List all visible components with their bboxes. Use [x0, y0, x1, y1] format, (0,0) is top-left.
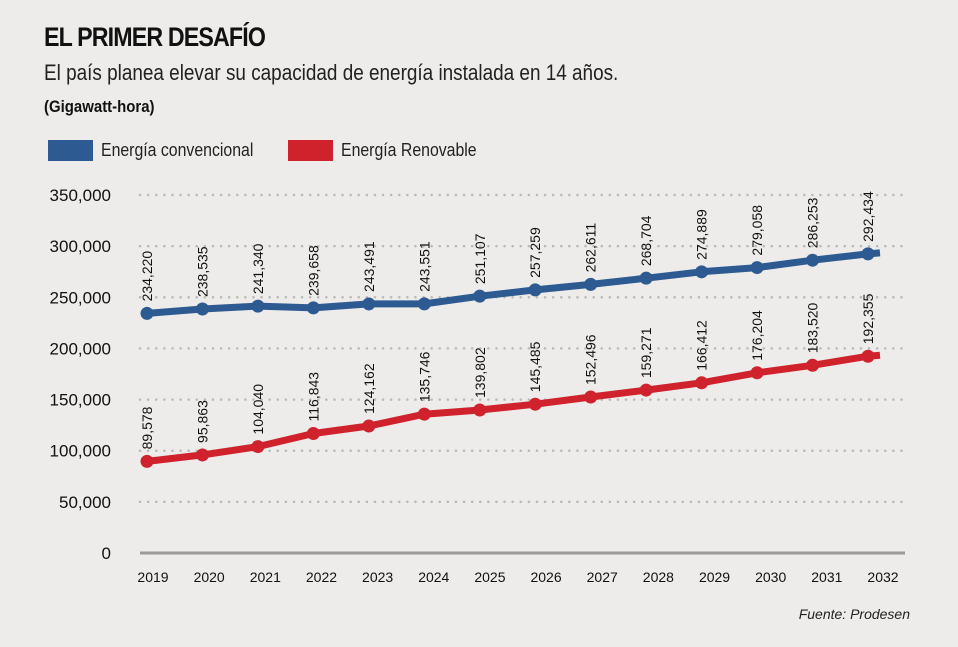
data-label: 139,802	[472, 347, 488, 398]
data-label: 238,535	[194, 246, 210, 297]
data-label: 251,107	[472, 233, 488, 284]
data-point	[806, 358, 820, 372]
x-tick-label: 2025	[474, 569, 505, 585]
data-label: 124,162	[361, 363, 377, 414]
data-point	[473, 289, 487, 303]
data-point	[528, 397, 542, 411]
data-point	[861, 247, 875, 261]
data-label: 95,863	[194, 400, 210, 443]
data-label: 243,491	[361, 241, 377, 292]
chart-title: EL PRIMER DESAFÍO	[44, 22, 266, 52]
x-tick-label: 2024	[418, 569, 449, 585]
y-tick-label: 100,000	[50, 442, 111, 461]
data-label: 279,058	[749, 205, 765, 256]
data-point	[750, 366, 764, 380]
y-tick-label: 150,000	[50, 391, 111, 410]
data-label: 159,271	[638, 327, 654, 378]
data-point	[417, 297, 431, 311]
data-point	[251, 299, 265, 313]
data-point	[695, 265, 709, 279]
x-tick-label: 2026	[530, 569, 561, 585]
data-point	[306, 301, 320, 315]
data-label: 234,220	[139, 251, 155, 302]
legend-swatch-conventional	[48, 140, 93, 161]
x-tick-label: 2022	[306, 569, 337, 585]
x-tick-label: 2023	[362, 569, 393, 585]
data-label: 89,578	[139, 406, 155, 449]
data-point	[806, 253, 820, 267]
data-label: 152,496	[583, 334, 599, 385]
y-tick-label: 0	[102, 544, 111, 563]
data-label: 286,253	[805, 197, 821, 248]
data-label: 192,355	[860, 293, 876, 344]
data-label: 104,040	[250, 384, 266, 435]
legend-label-conventional: Energía convencional	[101, 140, 254, 160]
source-note: Fuente: Prodesen	[798, 606, 910, 622]
data-label: 274,889	[694, 209, 710, 260]
legend-item-conventional: Energía convencional	[48, 140, 274, 161]
x-tick-label: 2027	[587, 569, 618, 585]
x-tick-label: 2032	[867, 569, 898, 585]
data-point	[195, 302, 209, 316]
data-label: 292,434	[860, 191, 876, 242]
data-point	[528, 283, 542, 297]
y-tick-label: 300,000	[50, 237, 111, 256]
x-tick-label: 2029	[699, 569, 730, 585]
data-point	[750, 261, 764, 275]
data-point	[695, 376, 709, 390]
chart-subtitle: El país planea elevar su capacidad de en…	[44, 60, 619, 85]
data-point	[861, 349, 875, 363]
data-label: 262,611	[583, 223, 599, 273]
data-point	[140, 306, 154, 320]
data-point	[306, 426, 320, 440]
data-point	[639, 271, 653, 285]
x-tick-label: 2030	[755, 569, 786, 585]
data-label: 239,658	[305, 245, 321, 296]
data-point	[362, 419, 376, 433]
y-tick-label: 350,000	[50, 186, 111, 205]
data-point	[251, 440, 265, 454]
data-point	[639, 383, 653, 397]
data-point	[362, 297, 376, 311]
units-label: (Gigawatt-hora)	[44, 97, 155, 116]
data-label: 257,259	[527, 227, 543, 278]
data-label: 183,520	[805, 302, 821, 353]
y-tick-label: 250,000	[50, 288, 111, 307]
data-label: 135,746	[416, 351, 432, 402]
data-label: 166,412	[694, 320, 710, 371]
data-label: 241,340	[250, 243, 266, 294]
y-tick-label: 50,000	[59, 493, 111, 512]
legend-swatch-renewable	[288, 140, 333, 161]
data-label: 116,843	[305, 372, 321, 422]
data-point	[417, 407, 431, 421]
legend-label-renewable: Energía Renovable	[341, 140, 477, 160]
x-tick-label: 2031	[811, 569, 842, 585]
data-point	[584, 277, 598, 291]
x-tick-label: 2020	[194, 569, 225, 585]
data-label: 176,204	[749, 310, 765, 361]
data-point	[195, 448, 209, 462]
y-tick-label: 200,000	[50, 339, 111, 358]
data-label: 145,485	[527, 341, 543, 392]
x-tick-label: 2019	[137, 569, 168, 585]
data-label: 268,704	[638, 215, 654, 266]
data-point	[584, 390, 598, 404]
legend-item-renewable: Energía Renovable	[288, 140, 495, 161]
x-tick-label: 2021	[250, 569, 281, 585]
data-label: 243,551	[416, 241, 432, 292]
x-tick-label: 2028	[643, 569, 674, 585]
data-point	[140, 454, 154, 468]
data-point	[473, 403, 487, 417]
